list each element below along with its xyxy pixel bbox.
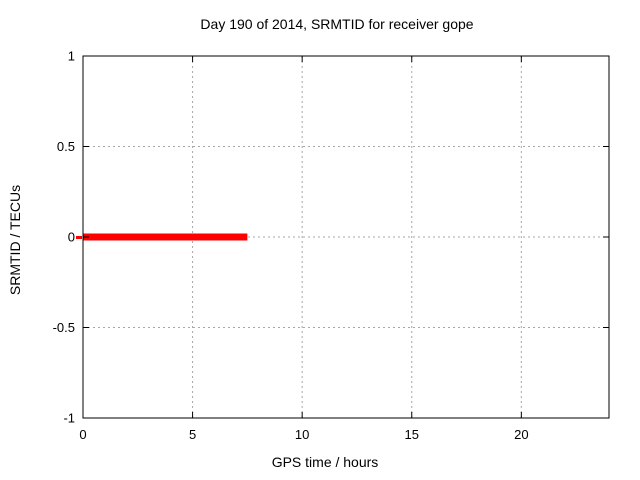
y-tick-label: -0.5: [53, 320, 75, 335]
y-tick-label: -1: [63, 411, 75, 426]
y-tick-label: 0: [68, 230, 75, 245]
chart-title: Day 190 of 2014, SRMTID for receiver gop…: [200, 16, 474, 32]
y-tick-label: 0.5: [57, 139, 75, 154]
x-tick-label: 5: [189, 427, 196, 442]
x-tick-label: 10: [295, 427, 309, 442]
x-tick-label: 0: [79, 427, 86, 442]
x-tick-label: 20: [514, 427, 528, 442]
x-tick-label: 15: [405, 427, 419, 442]
y-tick-label: 1: [68, 49, 75, 64]
x-axis-label: GPS time / hours: [271, 454, 379, 470]
